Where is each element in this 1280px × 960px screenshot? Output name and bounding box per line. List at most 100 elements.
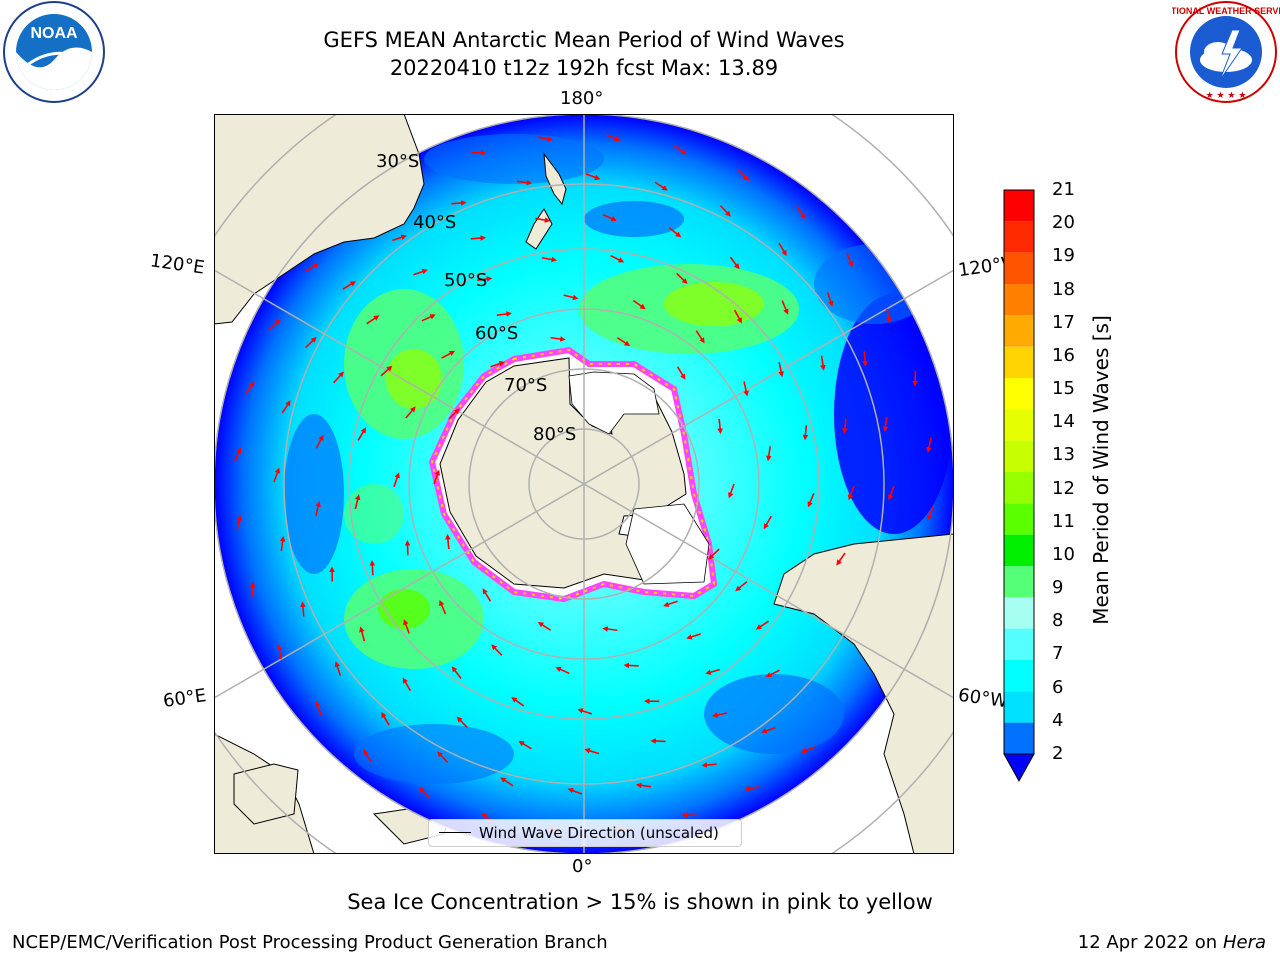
colorbar-bin: [1004, 284, 1034, 316]
wave-direction-arrow: [541, 256, 558, 263]
wave-direction-arrow: [743, 381, 749, 397]
colorbar-tick-label: 20: [1052, 212, 1075, 234]
wave-direction-arrow: [728, 483, 735, 499]
wave-direction-arrow: [712, 712, 728, 718]
noaa-logo: NOAA: [3, 1, 105, 103]
antarctic-polar-map: [214, 114, 954, 854]
wave-direction-arrow: [342, 281, 357, 290]
wave-direction-arrow: [695, 330, 705, 344]
wave-direction-arrow: [847, 485, 855, 501]
chart-title: GEFS MEAN Antarctic Mean Period of Wind …: [323, 28, 845, 52]
wave-direction-arrow: [333, 371, 344, 384]
wave-direction-arrow: [482, 588, 492, 602]
wave-direction-arrow: [606, 133, 621, 142]
wave-direction-arrow: [826, 292, 834, 307]
wave-direction-arrow: [602, 213, 617, 222]
wave-direction-arrow: [763, 515, 772, 530]
colorbar-bin: [1004, 346, 1034, 378]
colorbar-bin: [1004, 252, 1034, 284]
lon-label-0: 0°: [572, 856, 593, 877]
wave-direction-arrow: [362, 749, 372, 763]
wave-direction-arrow: [357, 427, 366, 441]
wave-direction-arrow: [359, 626, 366, 642]
colorbar-bin: [1004, 315, 1034, 347]
chart-subtitle: 20220410 t12z 192h fcst Max: 13.89: [389, 56, 779, 80]
wave-direction-arrow: [445, 533, 451, 550]
colorbar-under-triangle: [1003, 753, 1035, 783]
wave-direction-arrow: [405, 406, 416, 419]
wave-direction-arrow: [451, 200, 467, 206]
wave-direction-arrow: [846, 252, 854, 268]
wave-direction-arrow: [778, 362, 784, 378]
wave-direction-arrow: [281, 400, 291, 414]
wave-direction-arrow: [315, 434, 324, 449]
lon-label-60e: 60°E: [161, 685, 208, 712]
colorbar-tick-label: 13: [1052, 444, 1075, 466]
colorbar-bin: [1004, 597, 1034, 629]
wave-direction-arrow: [577, 708, 593, 715]
wave-direction-arrow: [537, 621, 552, 631]
wave-direction-arrow: [245, 381, 255, 395]
colorbar-tick-label: 9: [1052, 577, 1064, 599]
wave-direction-arrow: [402, 677, 412, 692]
wave-direction-arrow: [686, 633, 701, 640]
colorbar-tick-label: 7: [1052, 643, 1064, 665]
wave-direction-arrow: [537, 136, 553, 142]
lat-label-60s: 60°S: [475, 323, 519, 344]
wave-direction-arrow: [676, 272, 688, 285]
colorbar-bin: [1004, 221, 1034, 253]
wave-direction-arrow: [676, 366, 686, 380]
wave-direction-arrow: [882, 416, 889, 433]
colorbar-bin: [1004, 378, 1034, 410]
lat-label-30s: 30°S: [376, 151, 420, 172]
wave-direction-arrow: [393, 472, 400, 488]
colorbar-bin: [1004, 534, 1034, 566]
wave-direction-arrow: [437, 751, 449, 763]
wave-direction-arrow: [610, 254, 625, 263]
wave-direction-arrow: [418, 787, 431, 799]
lat-label-70s: 70°S: [504, 375, 548, 396]
legend-label: Wind Wave Direction (unscaled): [479, 824, 719, 842]
wave-direction-arrow: [354, 494, 361, 510]
wave-direction-arrow: [550, 336, 566, 342]
nws-logo-text: NATIONAL WEATHER SERVICE: [1172, 6, 1280, 16]
wave-direction-arrow: [781, 300, 789, 315]
wave-direction-arrow: [765, 669, 780, 678]
wave-direction-arrow: [635, 782, 652, 789]
new-zealand: [543, 152, 567, 206]
colorbar-bin: [1004, 566, 1034, 598]
wave-direction-arrow: [602, 626, 618, 632]
wave-direction-arrow: [451, 666, 462, 679]
wave-direction-arrow: [448, 408, 460, 420]
wave-direction-arrow: [421, 314, 436, 322]
wave-direction-arrow: [761, 726, 776, 734]
wave-direction-arrow: [584, 748, 600, 755]
wave-direction-arrow: [315, 501, 321, 517]
wave-direction-arrow: [654, 181, 668, 191]
wave-direction-arrow: [668, 227, 682, 238]
wave-direction-arrow: [885, 308, 892, 324]
wave-direction-arrow: [518, 740, 532, 750]
colorbar-bin: [1004, 190, 1034, 222]
wave-direction-arrow: [733, 309, 743, 324]
wave-direction-arrow: [456, 716, 468, 729]
wave-direction-arrow: [800, 746, 816, 754]
credit-text: NCEP/EMC/Verification Post Processing Pr…: [12, 932, 608, 953]
wave-direction-arrow: [276, 644, 283, 660]
wave-direction-arrow: [500, 777, 514, 787]
wave-direction-arrow: [305, 262, 319, 272]
wave-direction-arrow: [563, 294, 579, 301]
wave-direction-arrow: [708, 548, 720, 560]
wave-direction-arrow: [717, 418, 723, 435]
wave-direction-arrow: [490, 361, 505, 368]
colorbar-tick-label: 14: [1052, 411, 1075, 433]
colorbar-tick-label: 21: [1052, 179, 1075, 200]
wave-direction-arrow: [585, 173, 601, 180]
wave-direction-arrow: [366, 315, 380, 325]
noaa-logo-text: NOAA: [30, 25, 78, 42]
colorbar-tick-label: 6: [1052, 676, 1064, 698]
colorbar-bin: [1004, 722, 1034, 754]
sea-ice-note: Sea Ice Concentration > 15% is shown in …: [347, 890, 933, 914]
wave-direction-arrow: [701, 762, 717, 768]
wave-direction-arrow: [369, 560, 376, 576]
